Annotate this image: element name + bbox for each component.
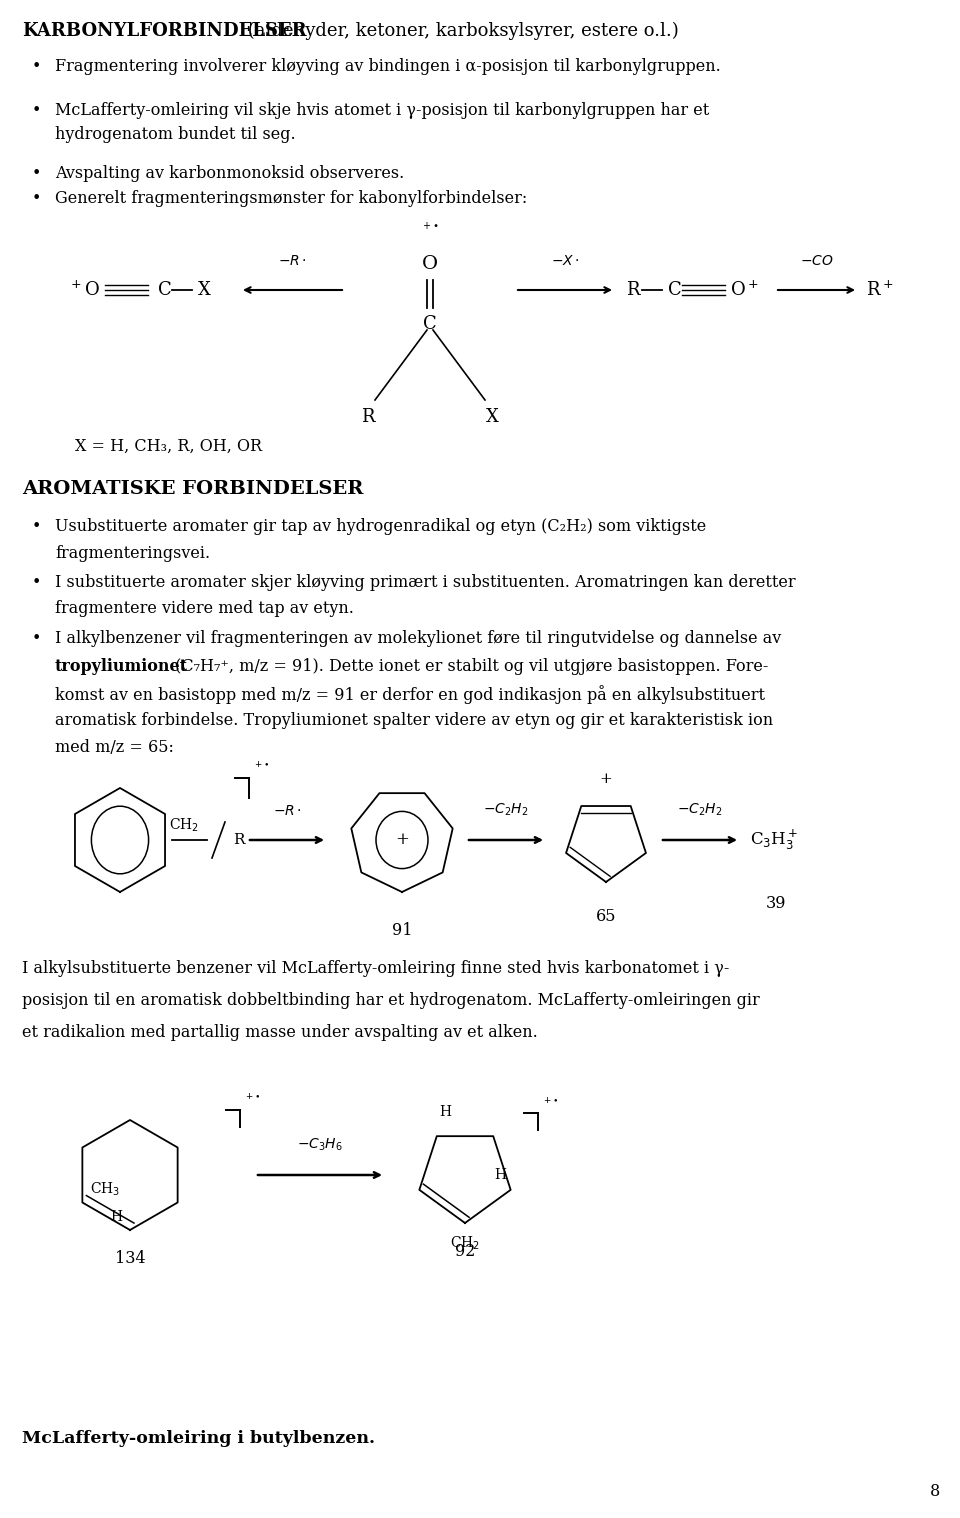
Text: McLafferty-omleiring vil skje hvis atomet i γ-posisjon til karbonylgruppen har e: McLafferty-omleiring vil skje hvis atome…: [55, 102, 709, 118]
Text: hydrogenatom bundet til seg.: hydrogenatom bundet til seg.: [55, 126, 296, 143]
Text: X: X: [486, 408, 498, 427]
Text: $- C_2H_2$: $- C_2H_2$: [483, 802, 529, 818]
Text: X = H, CH₃, R, OH, OR: X = H, CH₃, R, OH, OR: [75, 439, 262, 455]
Text: $^{+\bullet}$: $^{+\bullet}$: [421, 222, 439, 235]
Text: I substituerte aromater skjer kløyving primært i substituenten. Aromatringen kan: I substituerte aromater skjer kløyving p…: [55, 574, 796, 591]
Text: C: C: [158, 281, 172, 299]
Text: $-R\cdot$: $-R\cdot$: [277, 254, 306, 269]
Text: fragmenteringsvei.: fragmenteringsvei.: [55, 545, 210, 562]
Text: CH$_2$: CH$_2$: [450, 1236, 480, 1252]
Text: komst av en basistopp med m/z = 91 er derfor en god indikasjon på en alkylsubsti: komst av en basistopp med m/z = 91 er de…: [55, 685, 765, 704]
Text: Usubstituerte aromater gir tap av hydrogenradikal og etyn (C₂H₂) som viktigste: Usubstituerte aromater gir tap av hydrog…: [55, 518, 707, 534]
Text: I alkylbenzener vil fragmenteringen av molekylionet føre til ringutvidelse og da: I alkylbenzener vil fragmenteringen av m…: [55, 630, 781, 647]
Text: C$_3$H$_3^+$: C$_3$H$_3^+$: [750, 827, 798, 852]
Text: R: R: [233, 833, 245, 847]
Text: 91: 91: [392, 921, 412, 940]
Text: KARBONYLFORBINDELSER: KARBONYLFORBINDELSER: [22, 21, 306, 39]
Text: $- C_2H_2$: $- C_2H_2$: [677, 802, 723, 818]
Text: O: O: [422, 255, 438, 273]
Text: +: +: [600, 773, 612, 786]
Text: R: R: [361, 408, 374, 427]
Text: $^+$O: $^+$O: [68, 281, 100, 299]
Text: tropyliumionet: tropyliumionet: [55, 657, 188, 676]
Text: •: •: [32, 190, 41, 206]
Text: (aldehyder, ketoner, karboksylsyrer, estere o.l.): (aldehyder, ketoner, karboksylsyrer, est…: [242, 21, 679, 41]
Text: fragmentere videre med tap av etyn.: fragmentere videre med tap av etyn.: [55, 600, 354, 616]
Text: +: +: [396, 832, 409, 849]
Text: R$^+$: R$^+$: [866, 281, 894, 299]
Text: $-X\cdot$: $-X\cdot$: [551, 254, 580, 269]
Text: O$^+$: O$^+$: [730, 281, 758, 299]
Text: aromatisk forbindelse. Tropyliumionet spalter videre av etyn og gir et karakteri: aromatisk forbindelse. Tropyliumionet sp…: [55, 712, 773, 729]
Text: med m/z = 65:: med m/z = 65:: [55, 739, 174, 756]
Text: Generelt fragmenteringsmønster for kabonylforbindelser:: Generelt fragmenteringsmønster for kabon…: [55, 190, 527, 206]
Text: •: •: [32, 58, 41, 74]
Text: $- R\cdot$: $- R\cdot$: [273, 805, 301, 818]
Text: posisjon til en aromatisk dobbeltbinding har et hydrogenatom. McLafferty-omleiri: posisjon til en aromatisk dobbeltbinding…: [22, 991, 759, 1009]
Text: CH$_3$: CH$_3$: [90, 1181, 121, 1199]
Text: $^{+\bullet}$: $^{+\bullet}$: [543, 1096, 558, 1110]
Text: •: •: [32, 574, 41, 591]
Text: 134: 134: [114, 1249, 145, 1268]
Text: $^{+\bullet}$: $^{+\bullet}$: [245, 1093, 260, 1107]
Text: AROMATISKE FORBINDELSER: AROMATISKE FORBINDELSER: [22, 480, 364, 498]
Text: (C₇H₇⁺, m/z = 91). Dette ionet er stabilt og vil utgjøre basistoppen. Fore-: (C₇H₇⁺, m/z = 91). Dette ionet er stabil…: [170, 657, 768, 676]
Text: et radikalion med partallig masse under avspalting av et alken.: et radikalion med partallig masse under …: [22, 1025, 538, 1041]
Text: C: C: [423, 316, 437, 332]
Text: 92: 92: [455, 1243, 475, 1260]
Text: Avspalting av karbonmonoksid observeres.: Avspalting av karbonmonoksid observeres.: [55, 165, 404, 182]
Text: 39: 39: [766, 896, 786, 912]
Text: CH$_2$: CH$_2$: [169, 817, 199, 833]
Text: R: R: [626, 281, 639, 299]
Text: 65: 65: [596, 908, 616, 924]
Text: •: •: [32, 102, 41, 118]
Text: 8: 8: [930, 1483, 940, 1500]
Text: H: H: [110, 1210, 122, 1224]
Text: Fragmentering involverer kløyving av bindingen i α-posisjon til karbonylgruppen.: Fragmentering involverer kløyving av bin…: [55, 58, 721, 74]
Text: C: C: [668, 281, 682, 299]
Text: $^{+\bullet}$: $^{+\bullet}$: [254, 761, 269, 773]
Text: McLafferty-omleiring i butylbenzen.: McLafferty-omleiring i butylbenzen.: [22, 1430, 375, 1447]
Text: H: H: [493, 1167, 506, 1183]
Text: $- C_3H_6$: $- C_3H_6$: [297, 1137, 343, 1154]
Text: X: X: [198, 281, 211, 299]
Text: H: H: [439, 1105, 451, 1119]
Text: •: •: [32, 518, 41, 534]
Text: $-CO$: $-CO$: [801, 254, 834, 269]
Text: I alkylsubstituerte benzener vil McLafferty-omleiring finne sted hvis karbonatom: I alkylsubstituerte benzener vil McLaffe…: [22, 959, 730, 978]
Text: •: •: [32, 165, 41, 182]
Text: •: •: [32, 630, 41, 647]
